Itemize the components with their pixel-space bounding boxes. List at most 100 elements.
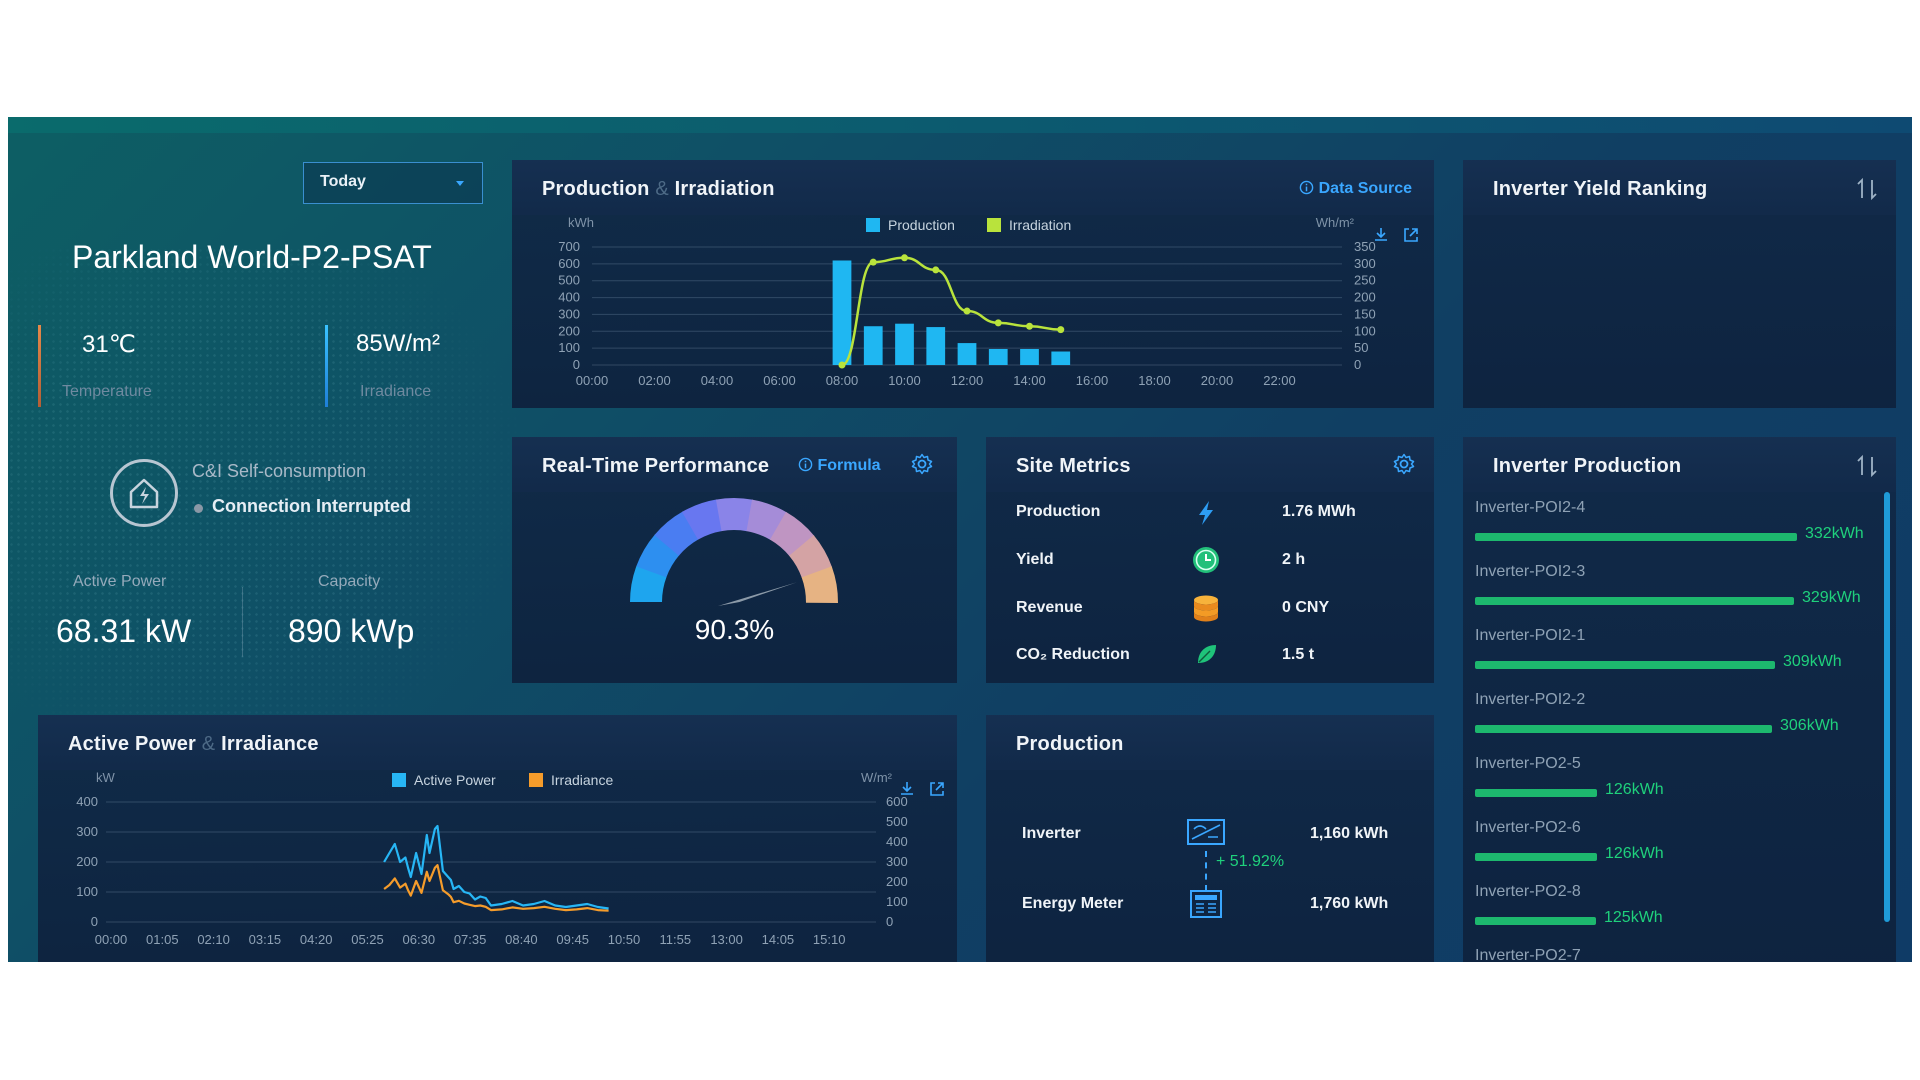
y-tick-label: 300 bbox=[558, 306, 580, 321]
gear-icon[interactable] bbox=[1392, 452, 1416, 476]
y-right-tick-label: 0 bbox=[886, 914, 893, 929]
site-metrics-panel: Site Metrics Production 1.76 MWh Yield 2… bbox=[986, 437, 1434, 683]
chevron-down-icon bbox=[456, 181, 464, 186]
sort-icon[interactable] bbox=[1854, 453, 1880, 479]
legend-label: Production bbox=[888, 217, 955, 233]
inverter-name: Inverter-PO2-7 bbox=[1475, 947, 1581, 962]
panel-header bbox=[38, 715, 957, 770]
metric-label: Production bbox=[1016, 503, 1101, 520]
x-tick-label: 06:30 bbox=[403, 932, 436, 947]
x-tick-label: 20:00 bbox=[1201, 373, 1234, 388]
active-power-irradiance-panel: Active Power & Irradiance kW W/m² Active P… bbox=[38, 715, 957, 962]
home-energy-icon bbox=[110, 459, 178, 527]
dashboard: Today Parkland World-P2-PSAT 31℃ Tempera… bbox=[8, 117, 1912, 962]
y-right-tick-label: 300 bbox=[886, 854, 908, 869]
inverter-icon bbox=[1187, 819, 1225, 845]
panel-title: Site Metrics bbox=[1016, 455, 1131, 477]
inverter-value: 332kWh bbox=[1805, 525, 1864, 542]
inverter-item[interactable]: Inverter-PO2-7 bbox=[1475, 947, 1581, 962]
inverter-value: 306kWh bbox=[1780, 717, 1839, 734]
expand-icon[interactable] bbox=[1402, 226, 1420, 244]
production-bar bbox=[1051, 351, 1071, 365]
inverter-bar bbox=[1475, 597, 1794, 605]
y-tick-label: 400 bbox=[558, 290, 580, 305]
y-right-tick-label: 0 bbox=[1354, 357, 1361, 372]
panel-header bbox=[1463, 160, 1896, 215]
panel-header bbox=[512, 437, 957, 492]
scrollbar[interactable] bbox=[1884, 492, 1890, 922]
x-tick-label: 01:05 bbox=[146, 932, 179, 947]
x-tick-label: 06:00 bbox=[763, 373, 796, 388]
expand-icon[interactable] bbox=[928, 780, 946, 798]
site-type-label: C&I Self-consumption bbox=[192, 461, 367, 481]
y-tick-label: 400 bbox=[76, 794, 98, 809]
data-source-link[interactable]: Data Source bbox=[1299, 180, 1412, 198]
inverter-bar-row: 125kWh bbox=[1475, 909, 1663, 931]
legend-label: Irradiance bbox=[551, 772, 613, 788]
production-bar bbox=[832, 260, 852, 365]
x-tick-label: 12:00 bbox=[951, 373, 984, 388]
x-tick-label: 09:45 bbox=[556, 932, 589, 947]
connection-status: Connection Interrupted bbox=[212, 496, 411, 516]
panel-title: Real-Time Performance bbox=[542, 455, 770, 477]
x-tick-label: 08:00 bbox=[826, 373, 859, 388]
status-dot bbox=[194, 504, 203, 513]
temperature-bar bbox=[38, 325, 41, 407]
download-icon[interactable] bbox=[1372, 226, 1390, 244]
formula-link[interactable]: Formula bbox=[798, 457, 881, 475]
data-source-label: Data Source bbox=[1318, 180, 1412, 197]
y-tick-label: 500 bbox=[558, 273, 580, 288]
x-tick-label: 13:00 bbox=[710, 932, 743, 947]
metric-label: Revenue bbox=[1016, 599, 1083, 616]
meter-value: 1,760 kWh bbox=[1310, 895, 1389, 912]
irradiation-point bbox=[963, 307, 971, 315]
inverter-bar-row: 329kWh bbox=[1475, 589, 1861, 611]
gauge-segment bbox=[682, 499, 723, 540]
inverter-item[interactable]: Inverter-PO2-6 126kWh bbox=[1475, 819, 1664, 867]
inverter-value: 126kWh bbox=[1605, 781, 1664, 798]
sort-icon[interactable] bbox=[1854, 176, 1880, 202]
y-right-tick-label: 200 bbox=[1354, 290, 1376, 305]
energy-meter-icon bbox=[1190, 890, 1222, 918]
period-select[interactable]: Today bbox=[303, 162, 483, 204]
active-power-value: 68.31 kW bbox=[56, 613, 192, 649]
download-icon[interactable] bbox=[898, 780, 916, 798]
y-tick-label: 0 bbox=[573, 357, 580, 372]
irradiation-point bbox=[838, 361, 846, 369]
compare-connector bbox=[1205, 851, 1207, 891]
inverter-item[interactable]: Inverter-POI2-1 309kWh bbox=[1475, 627, 1842, 675]
inverter-item[interactable]: Inverter-PO2-8 125kWh bbox=[1475, 883, 1663, 931]
y-right-tick-label: 400 bbox=[886, 834, 908, 849]
inverter-item[interactable]: Inverter-PO2-5 126kWh bbox=[1475, 755, 1664, 803]
divider bbox=[242, 587, 243, 657]
legend-swatch bbox=[529, 773, 543, 787]
temperature-value: 31℃ bbox=[82, 331, 136, 358]
inverter-value: 125kWh bbox=[1604, 909, 1663, 926]
inverter-bar-row: 332kWh bbox=[1475, 525, 1864, 547]
inverter-value: 1,160 kWh bbox=[1310, 825, 1389, 842]
inverter-item[interactable]: Inverter-POI2-3 329kWh bbox=[1475, 563, 1861, 611]
y-tick-label: 200 bbox=[558, 323, 580, 338]
inverter-item[interactable]: Inverter-POI2-2 306kWh bbox=[1475, 691, 1839, 739]
active-power-label: Active Power bbox=[73, 573, 167, 590]
capacity-label: Capacity bbox=[318, 573, 381, 590]
x-tick-label: 16:00 bbox=[1076, 373, 1109, 388]
gauge-segment bbox=[789, 535, 833, 579]
inverter-item[interactable]: Inverter-POI2-4 332kWh bbox=[1475, 499, 1864, 547]
gear-icon[interactable] bbox=[910, 452, 934, 476]
inverter-name: Inverter-PO2-8 bbox=[1475, 883, 1581, 900]
panel-title: Production bbox=[1016, 733, 1124, 755]
panel-header bbox=[1463, 437, 1896, 492]
leaf-icon bbox=[1198, 645, 1216, 663]
lightning-icon bbox=[1199, 501, 1213, 525]
panel-title: Inverter Production bbox=[1493, 455, 1682, 477]
inverter-name: Inverter-POI2-2 bbox=[1475, 691, 1586, 708]
y-right-tick-label: 150 bbox=[1354, 306, 1376, 321]
production-compare-panel: Production Inverter 1,160 kWh + 51.92% E… bbox=[986, 715, 1434, 962]
performance-gauge bbox=[630, 498, 838, 606]
y-right-tick-label: 500 bbox=[886, 814, 908, 829]
irradiance-label: Irradiance bbox=[360, 383, 432, 400]
x-tick-label: 22:00 bbox=[1263, 373, 1296, 388]
left-axis-unit: kW bbox=[96, 770, 116, 785]
